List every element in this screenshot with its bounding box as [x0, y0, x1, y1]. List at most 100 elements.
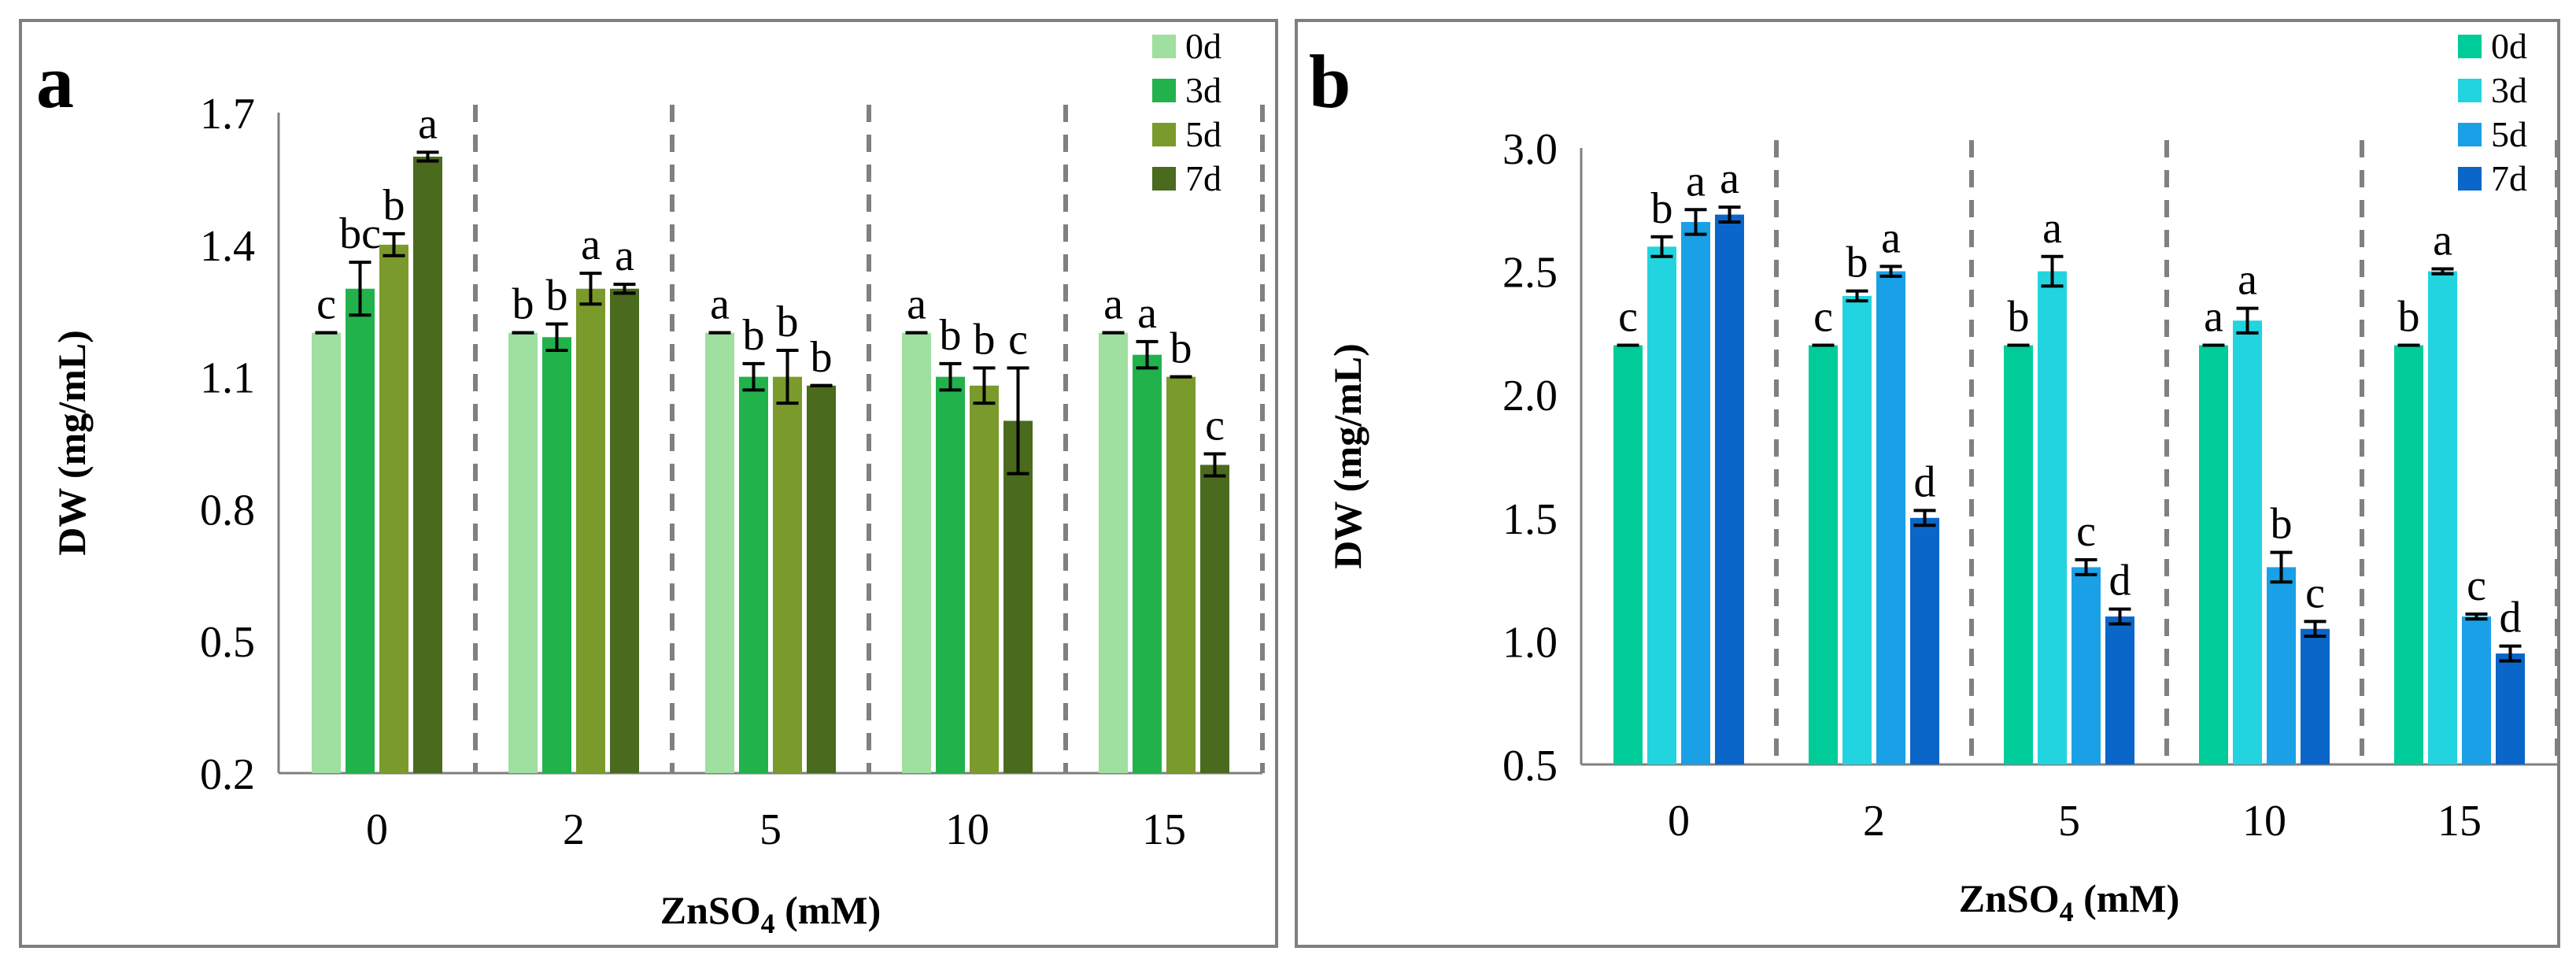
x-tick-label: 10 [945, 805, 989, 854]
significance-letter: a [907, 280, 926, 329]
significance-letter: a [2042, 204, 2062, 253]
x-axis-label-main: ZnSO [1959, 876, 2060, 920]
bar [346, 288, 375, 773]
significance-letter: a [1881, 213, 1901, 262]
x-tick-label: 0 [1668, 797, 1690, 846]
bar [2428, 271, 2457, 765]
significance-letter: c [2305, 568, 2325, 617]
bar [1200, 464, 1229, 773]
x-axis-label-unit: (mM) [2074, 876, 2180, 920]
significance-letter: a [1103, 280, 1123, 329]
x-tick-label: 0 [366, 805, 388, 854]
significance-letter: b [1846, 239, 1868, 287]
bar [2496, 653, 2525, 764]
bar [413, 156, 442, 773]
significance-letter: a [1686, 157, 1706, 205]
y-tick-label: 1.0 [1502, 618, 1558, 667]
bar [610, 288, 639, 773]
bar [970, 385, 999, 773]
significance-letter: b [1651, 184, 1673, 233]
significance-letter: a [2433, 216, 2452, 265]
significance-letter: b [1170, 324, 1192, 373]
bar [1099, 332, 1128, 774]
bar [2105, 616, 2134, 764]
bar [2394, 345, 2423, 764]
bar [739, 376, 768, 773]
legend-label: 7d [2491, 158, 2527, 198]
y-axis-label: DW (mg/mL) [1325, 343, 1369, 569]
legend-label: 0d [1185, 26, 1221, 66]
significance-letter: c [316, 280, 336, 329]
significance-letter: b [940, 311, 962, 360]
panel-label: b [1309, 39, 1351, 124]
y-tick-label: 1.5 [1502, 495, 1558, 544]
significance-letter: d [1914, 457, 1936, 506]
x-axis-label: ZnSO4 (mM) [660, 888, 881, 939]
y-axis-label: DW (mg/mL) [50, 330, 94, 556]
bar [773, 376, 802, 773]
y-tick-label: 1.1 [200, 354, 255, 403]
legend-swatch [1152, 35, 1176, 58]
legend-swatch [2458, 35, 2482, 58]
x-tick-label: 2 [563, 805, 585, 854]
legend-label: 0d [2491, 26, 2527, 66]
y-tick-label: 1.7 [200, 90, 255, 139]
significance-letter: c [1008, 315, 1028, 364]
legend-label: 3d [1185, 70, 1221, 110]
bar [1715, 214, 1744, 765]
x-tick-label: 15 [1142, 805, 1186, 854]
significance-letter: b [2008, 293, 2030, 342]
legend-label: 5d [1185, 114, 1221, 154]
bar [2267, 567, 2296, 764]
x-axis-label: ZnSO4 (mM) [1959, 876, 2180, 927]
legend-label: 5d [2491, 114, 2527, 154]
x-tick-label: 5 [759, 805, 782, 854]
y-tick-label: 0.8 [200, 486, 255, 535]
bar [902, 332, 931, 774]
bar [2199, 345, 2228, 764]
legend-swatch [2458, 167, 2482, 191]
chart-panel-a: a 0.2 0.5 0.8 1.1 1.4 1.7 DW (mg/mL) c bc b a 0 b b a a 2… [19, 19, 1278, 948]
legend-swatch [2458, 123, 2482, 146]
bar [1809, 345, 1838, 764]
x-axis-label-main: ZnSO [660, 888, 761, 932]
legend-label: 7d [1185, 158, 1221, 198]
bar [2072, 567, 2101, 764]
significance-letter: b [2271, 500, 2293, 549]
significance-letter: b [777, 298, 799, 346]
bar [1876, 271, 1905, 765]
significance-letter: b [2398, 293, 2420, 342]
significance-letter: d [2109, 557, 2131, 605]
y-tick-label: 0.5 [200, 618, 255, 667]
significance-letter: c [2467, 561, 2486, 610]
bar [379, 244, 408, 773]
x-tick-label: 5 [2058, 797, 2080, 846]
y-tick-label: 1.4 [200, 222, 255, 271]
bar [2301, 628, 2330, 764]
bar [1003, 420, 1033, 773]
significance-letter: a [1137, 289, 1157, 338]
significance-letter: a [2204, 293, 2223, 342]
significance-letter: b [743, 311, 765, 360]
significance-letter: a [615, 231, 634, 280]
x-tick-label: 2 [1863, 797, 1885, 846]
chart-panel-b: b 0.5 1.0 1.5 2.0 2.5 3.0 DW (mg/mL) c b a a 0 c b a d 2 b… [1295, 19, 2560, 948]
bar [1910, 517, 1939, 764]
significance-letter: b [811, 333, 833, 382]
x-tick-label: 15 [2437, 797, 2482, 846]
significance-letter: b [512, 280, 534, 329]
bar [542, 337, 571, 773]
panel-label: a [36, 39, 74, 124]
significance-letter: b [974, 315, 996, 364]
y-tick-label: 0.5 [1502, 742, 1558, 790]
bar [1842, 295, 1872, 764]
y-tick-label: 2.5 [1502, 249, 1558, 298]
bar [312, 332, 341, 774]
bar [576, 288, 605, 773]
bar [2233, 320, 2262, 764]
bar [2462, 616, 2491, 764]
significance-letter: c [2076, 507, 2096, 556]
legend-swatch [1152, 123, 1176, 146]
bar [2038, 271, 2067, 765]
